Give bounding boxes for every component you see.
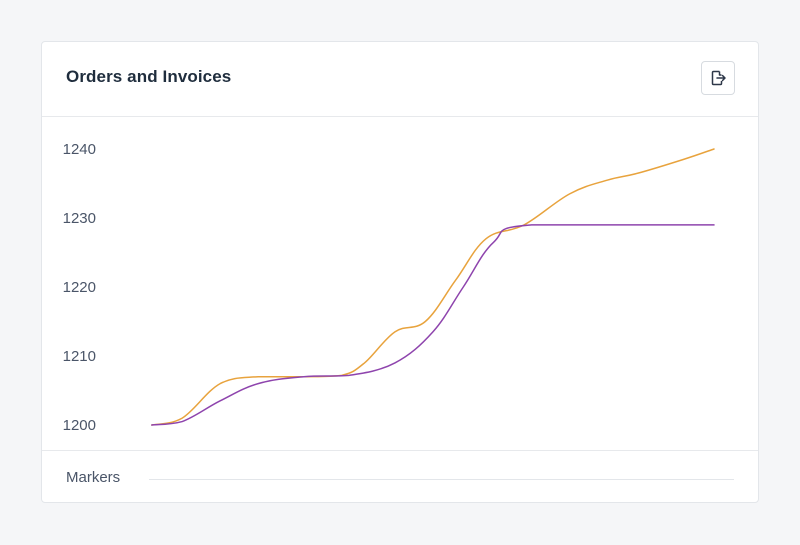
card-header: Orders and Invoices (42, 42, 758, 117)
series-line-2 (151, 224, 715, 426)
series-line-1 (151, 148, 715, 426)
markers-label: Markers (66, 469, 121, 486)
export-icon (711, 70, 726, 86)
y-tick-label: 1210 (63, 348, 96, 365)
card-title: Orders and Invoices (66, 67, 232, 86)
markers-track (149, 479, 734, 480)
export-button[interactable] (701, 61, 735, 95)
y-tick-label: 1200 (63, 417, 96, 434)
card-footer: Markers (42, 450, 758, 502)
y-tick-label: 1240 (63, 141, 96, 158)
chart-card: Orders and Invoices 1200 1210 1220 1230 1240… (41, 41, 759, 503)
y-tick-label: 1230 (63, 210, 96, 227)
y-tick-label: 1220 (63, 279, 96, 296)
